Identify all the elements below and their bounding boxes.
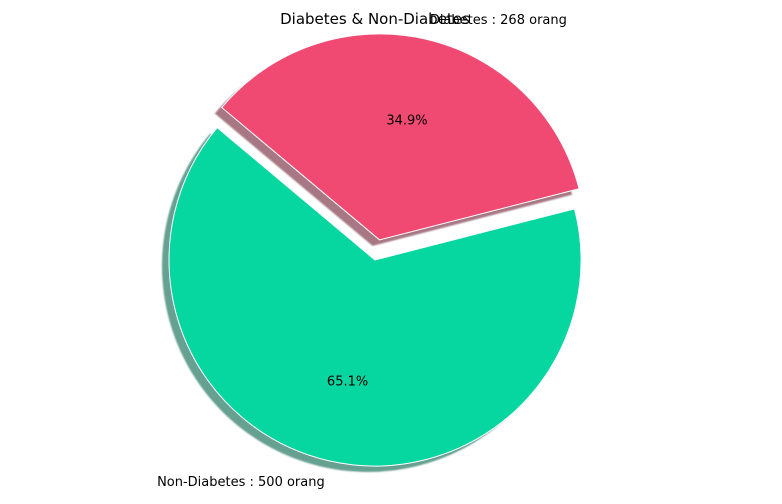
chart-title: Diabetes & Non-Diabetes xyxy=(280,10,470,28)
pie-slice-1 xyxy=(221,33,580,241)
slices xyxy=(168,33,582,467)
slice-percent-label: 65.1% xyxy=(327,375,368,390)
pie-slice-0 xyxy=(168,126,582,467)
slice-category-label: Diabetes : 268 orang xyxy=(430,13,567,28)
slice-percent-label: 34.9% xyxy=(386,113,427,128)
labels: 65.1% Non-Diabetes : 500 orang 34.9% Diabet… xyxy=(157,13,567,490)
slice-category-label: Non-Diabetes : 500 orang xyxy=(157,475,325,490)
